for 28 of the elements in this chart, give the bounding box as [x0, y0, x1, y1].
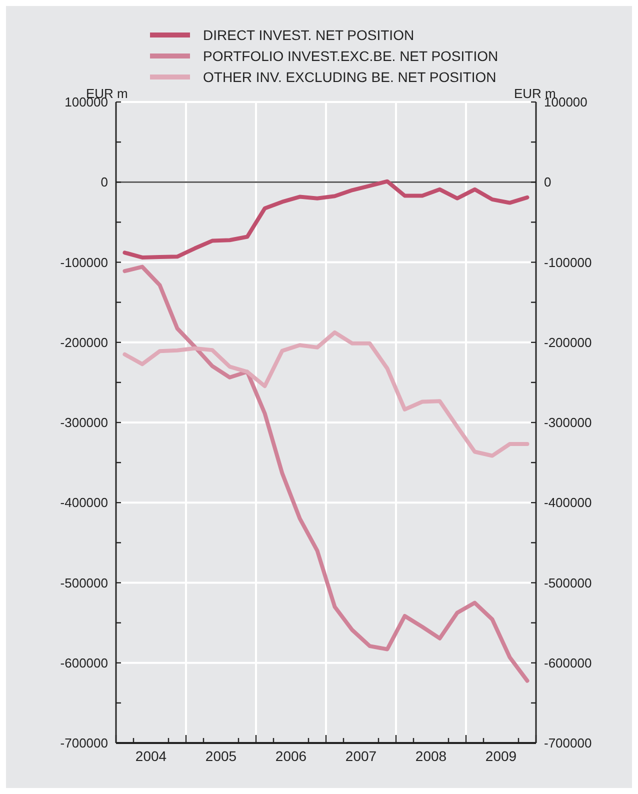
line-series — [122, 264, 530, 683]
y2-tick-label: -500000 — [544, 575, 592, 590]
legend-label: PORTFOLIO INVEST.EXC.BE. NET POSITION — [203, 48, 498, 64]
x-tick-label: 2005 — [205, 748, 237, 764]
legend-label: DIRECT INVEST. NET POSITION — [203, 26, 414, 43]
line-series — [122, 179, 530, 260]
y2-tick-label: -200000 — [544, 334, 592, 350]
x-tick-label: 2004 — [135, 748, 167, 764]
y-tick-label: -100000 — [60, 254, 108, 270]
y-tick-label: -600000 — [60, 655, 108, 670]
x-tick-label: 2009 — [485, 748, 517, 764]
y2-tick-label: -700000 — [544, 736, 592, 751]
y-tick-label: -700000 — [60, 736, 108, 751]
y2-tick-label: -600000 — [544, 655, 592, 670]
y-tick-label: -300000 — [60, 415, 108, 430]
y2-tick-label: 0 — [544, 174, 552, 190]
y-tick-label: -400000 — [60, 495, 108, 510]
y-tick-label: -200000 — [60, 334, 108, 350]
legend-label: OTHER INV. EXCLUDING BE. NET POSITION — [203, 68, 496, 85]
y-tick-label: -500000 — [60, 575, 108, 590]
y-tick-label: 0 — [100, 174, 108, 190]
line-series — [122, 330, 530, 458]
y2-tick-label: -300000 — [544, 415, 592, 430]
x-tick-label: 2006 — [275, 748, 307, 764]
y2-tick-label: -400000 — [544, 495, 592, 510]
y2-tick-label: -100000 — [544, 254, 592, 270]
x-tick-label: 2007 — [345, 748, 377, 764]
x-tick-label: 2008 — [415, 748, 447, 764]
